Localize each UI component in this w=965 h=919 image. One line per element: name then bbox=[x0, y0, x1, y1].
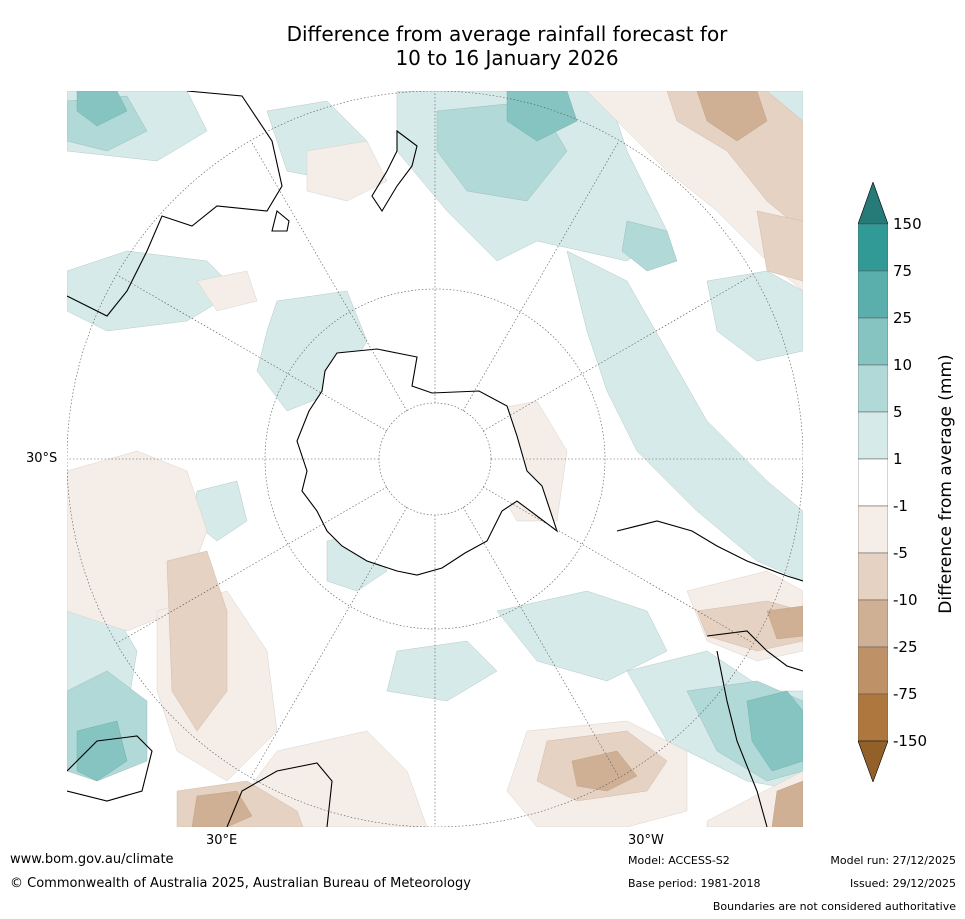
colorbar-tick-label: -1 bbox=[893, 497, 908, 515]
colorbar-band-cm1_m5 bbox=[858, 505, 888, 554]
colorbar-tick-label: -150 bbox=[893, 732, 928, 750]
colorbar-band-c25_10 bbox=[858, 317, 888, 366]
colorbar-under-arrow bbox=[858, 740, 888, 782]
colorbar bbox=[858, 182, 888, 782]
model-name: Model: ACCESS-S2 bbox=[628, 854, 730, 867]
colorbar-tick-label: -5 bbox=[893, 544, 908, 562]
colorbar-blocks bbox=[858, 182, 888, 782]
colorbar-over-arrow bbox=[858, 182, 888, 225]
longitude-label-30e: 30°E bbox=[206, 833, 238, 848]
antarctica-outline bbox=[296, 348, 559, 576]
map-title-line1: Difference from average rainfall forecas… bbox=[286, 22, 728, 46]
base-period: Base period: 1981-2018 bbox=[628, 877, 761, 890]
colorbar-tick-label: -75 bbox=[893, 685, 918, 703]
model-run-date: Model run: 27/12/2025 bbox=[830, 854, 956, 867]
heavy-wet-areas bbox=[76, 91, 803, 782]
graticule bbox=[67, 91, 803, 827]
colorbar-band-cm5_m10 bbox=[858, 552, 888, 601]
colorbar-band-cm75_m150 bbox=[858, 693, 888, 742]
colorbar-tick-label: 75 bbox=[893, 262, 913, 280]
bom-climate-link[interactable]: www.bom.gov.au/climate bbox=[10, 852, 174, 867]
heavy-dry-areas bbox=[191, 91, 803, 827]
colorbar-band-c150_75 bbox=[858, 223, 888, 272]
colorbar-label: Difference from average (mm) bbox=[936, 354, 956, 614]
colorbar-band-c1_m1 bbox=[858, 458, 888, 507]
colorbar-tick-label: -25 bbox=[893, 638, 918, 656]
colorbar-tick-label: 10 bbox=[893, 356, 913, 374]
colorbar-tick-label: 1 bbox=[893, 450, 903, 468]
colorbar-band-cm25_m75 bbox=[858, 646, 888, 695]
colorbar-tick-label: -10 bbox=[893, 591, 918, 609]
issued-date: Issued: 29/12/2025 bbox=[849, 877, 956, 890]
colorbar-band-c75_25 bbox=[858, 270, 888, 319]
longitude-label-30w: 30°W bbox=[628, 833, 664, 848]
map-title: Difference from average rainfall forecas… bbox=[0, 22, 965, 70]
landmass-outlines bbox=[67, 91, 803, 827]
colorbar-tick-label: 150 bbox=[893, 215, 922, 233]
colorbar-band-cm10_m25 bbox=[858, 599, 888, 648]
copyright-text: © Commonwealth of Australia 2025, Austra… bbox=[10, 876, 471, 891]
boundaries-disclaimer: Boundaries are not considered authoritat… bbox=[712, 900, 956, 913]
rainfall-anomaly-map bbox=[67, 91, 803, 827]
colorbar-band-c10_5 bbox=[858, 364, 888, 413]
map-title-line2: 10 to 16 January 2026 bbox=[395, 46, 619, 70]
latitude-label-30s: 30°S bbox=[26, 451, 58, 466]
colorbar-tick-label: 25 bbox=[893, 309, 913, 327]
colorbar-band-c5_1 bbox=[858, 411, 888, 460]
colorbar-tick-label: 5 bbox=[893, 403, 903, 421]
